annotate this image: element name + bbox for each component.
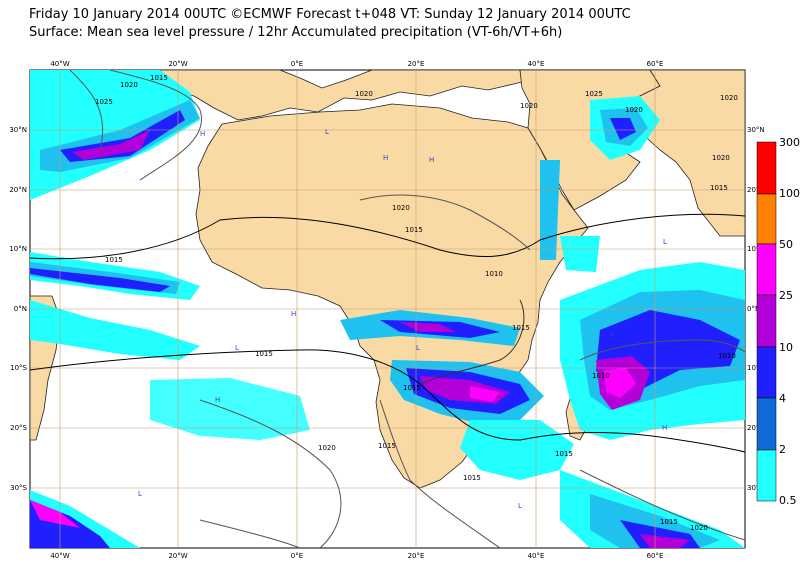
lat-label: 30°S [747,484,764,492]
lat-label: 10°N [9,245,27,253]
isobar-labels: 1015 1020 1025 1020 1020 1025 1020 1020 … [95,74,738,532]
lon-label: 60°E [647,552,664,560]
colorbar-label: 2 [779,443,786,456]
colorbar-segment [756,397,777,451]
colorbar-segment [756,243,777,296]
europe [159,70,523,121]
lat-label: 0°N [747,305,760,313]
lat-label: 20°S [747,424,764,432]
isobar-label: 1025 [95,98,113,106]
isobar-label: 1020 [712,154,730,162]
lat-label: 30°S [10,484,27,492]
isobar-label: 1020 [625,106,643,114]
lat-label: 10°S [747,364,764,372]
isobar-label: 1015 [105,256,123,264]
isobar-label: 1020 [520,102,538,110]
lon-label: 20°W [168,552,187,560]
isobar-label: 1015 [255,350,273,358]
isobar-label: 1010 [592,372,610,380]
lon-label: 40°W [50,552,69,560]
colorbar-segment [756,346,777,399]
colorbar-segment [756,193,777,245]
lon-label: 40°E [528,60,545,68]
colorbar-label: 25 [779,289,793,302]
colorbar-label: 4 [779,392,786,405]
isobar-label: 1020 [318,444,336,452]
low-pressure-marker: L [235,344,239,352]
low-pressure-marker: L [610,330,614,338]
map-title-line2: Surface: Mean sea level pressure / 12hr … [29,25,563,40]
latitude-labels-right: 30°N 20°N 10°N 0°N 10°S 20°S 30°S [747,126,765,492]
high-pressure-marker: H [383,154,388,162]
precip-colorbar [756,141,777,502]
low-pressure-marker: L [416,344,420,352]
isobar-label: 1015 [463,474,481,482]
isobar-label: 1015 [555,450,573,458]
longitude-labels-top: 40°W 20°W 0°E 20°E 40°E 60°E [50,60,663,68]
lat-label: 20°N [9,186,27,194]
precipitation-areas [30,70,745,548]
lat-label: 10°N [747,245,765,253]
colorbar-segment [756,141,777,195]
colorbar-label: 100 [779,187,800,200]
colorbar-label: 50 [779,238,793,251]
lat-label: 30°N [9,126,27,134]
high-pressure-marker: H [200,130,205,138]
high-pressure-marker: H [291,310,296,318]
lon-label: 20°E [408,60,425,68]
isobar-label: 1015 [710,184,728,192]
isobar-label: 1015 [150,74,168,82]
colorbar-label: 10 [779,341,793,354]
low-pressure-marker: L [518,502,522,510]
lat-label: 10°S [10,364,27,372]
isobar-label: 1025 [585,90,603,98]
isobar-label: 1020 [120,81,138,89]
longitude-labels-bottom: 40°W 20°W 0°E 20°E 40°E 60°E [50,552,663,560]
colorbar-label: 300 [779,136,800,149]
isobar-label: 1020 [690,524,708,532]
pressure-centres: H H H H H H L L L L L L L [138,128,667,510]
lon-label: 20°E [408,552,425,560]
lon-label: 60°E [647,60,664,68]
isobar-lines [30,70,745,548]
isobar-label: 1020 [392,204,410,212]
isobar-label: 1020 [720,94,738,102]
isobar-label: 1015 [378,442,396,450]
isobar-label: 1015 [512,324,530,332]
lon-label: 0°E [291,60,303,68]
low-pressure-marker: L [663,238,667,246]
lon-label: 40°E [528,552,545,560]
lon-label: 0°E [291,552,303,560]
isobar-label: 1020 [355,90,373,98]
lat-label: 20°N [747,186,765,194]
high-pressure-marker: H [662,424,667,432]
colorbar-segment [756,449,777,502]
lon-label: 20°W [168,60,187,68]
lat-label: 30°N [747,126,765,134]
high-pressure-marker: H [215,396,220,404]
lat-label: 20°S [10,424,27,432]
latitude-labels-left: 30°N 20°N 10°N 0°N 10°S 20°S 30°S [9,126,27,492]
lon-label: 40°W [50,60,69,68]
isobar-label: 1010 [485,270,503,278]
isobar-label: 1015 [660,518,678,526]
colorbar-label: 0.5 [779,494,797,507]
isobar-label: 1010 [718,352,736,360]
isobar-label: 1015 [405,226,423,234]
graticule [30,70,745,548]
low-pressure-marker: L [325,128,329,136]
lat-label: 0°N [14,305,27,313]
isobar-label: 1015 [403,384,421,392]
map-title-line1: Friday 10 January 2014 00UTC ©ECMWF Fore… [29,7,631,22]
low-pressure-marker: L [138,490,142,498]
high-pressure-marker: H [429,156,434,164]
colorbar-segment [756,294,777,348]
